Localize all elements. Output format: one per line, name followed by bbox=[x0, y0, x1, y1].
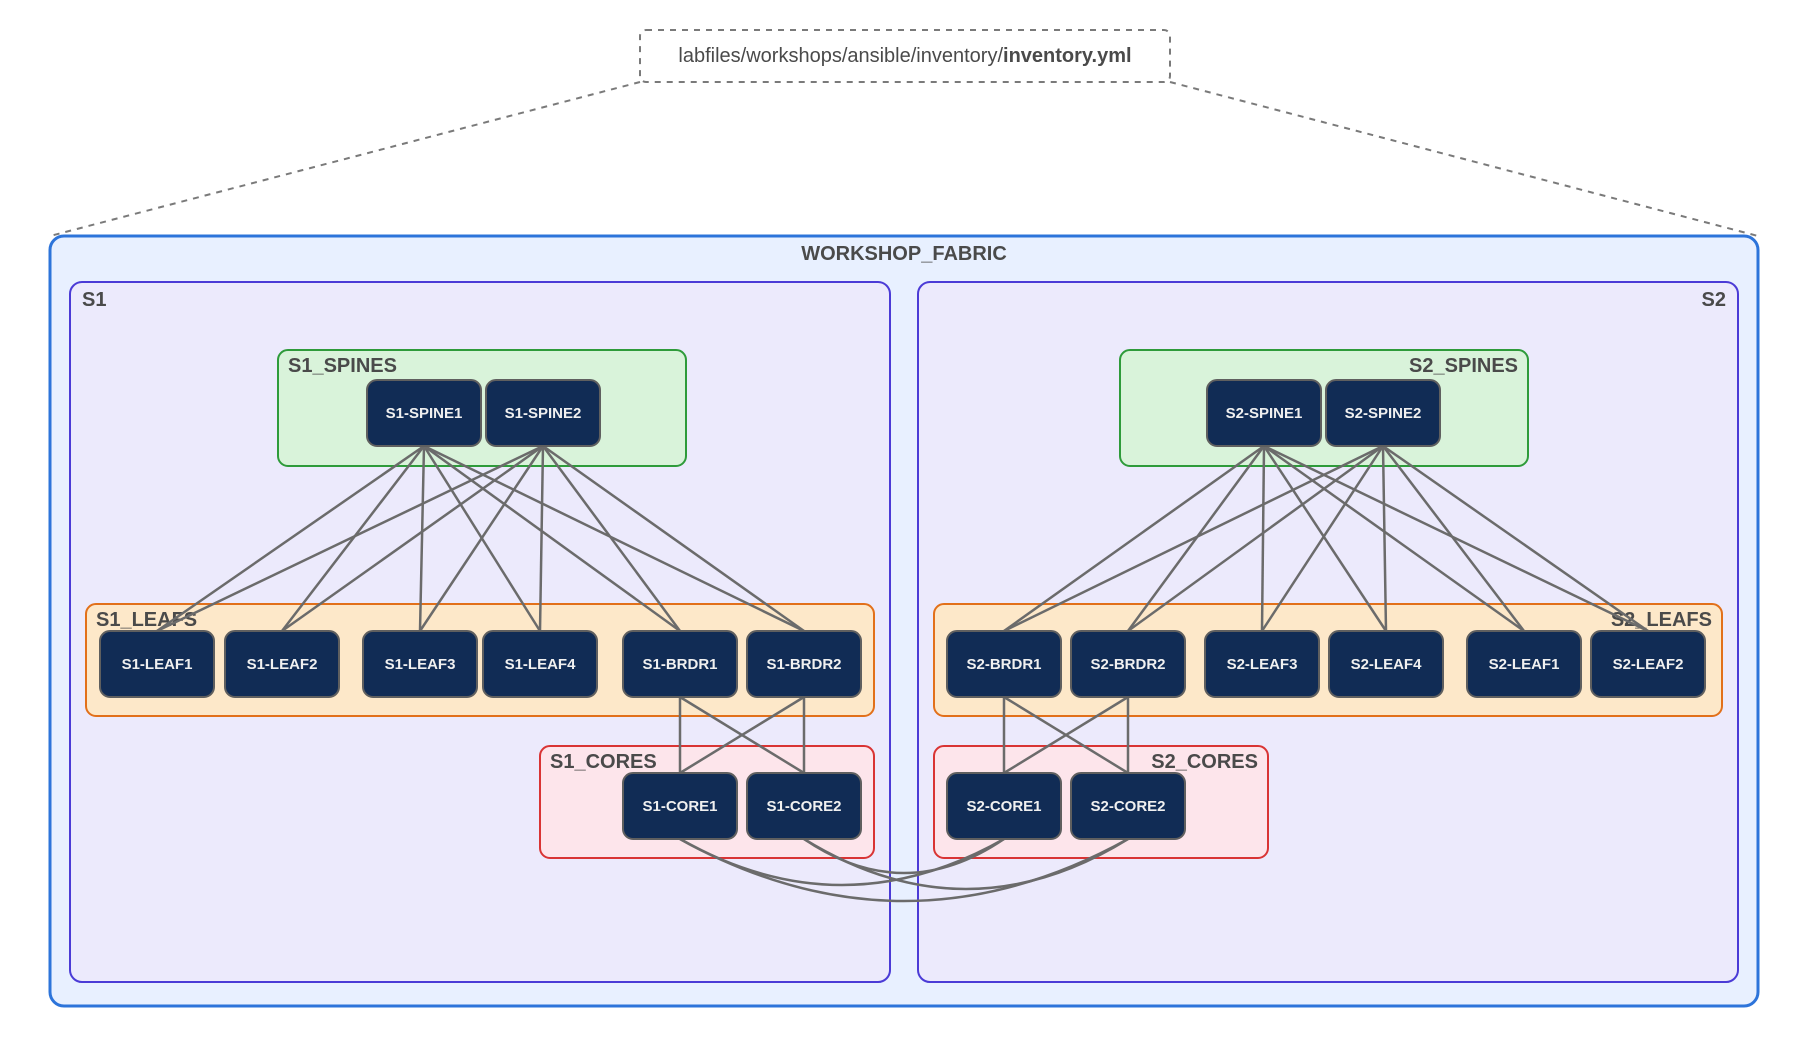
inventory-path-prefix: labfiles/workshops/ansible/inventory/ bbox=[678, 45, 1003, 67]
inventory-path-file: inventory.yml bbox=[1003, 45, 1132, 67]
node-label-s2-leaf1: S2-LEAF1 bbox=[1489, 656, 1560, 673]
node-label-s2-core2: S2-CORE2 bbox=[1090, 798, 1165, 815]
node-label-s2-brdr2: S2-BRDR2 bbox=[1090, 656, 1165, 673]
dashed-line-right bbox=[1170, 82, 1758, 236]
node-label-s1-leaf4: S1-LEAF4 bbox=[505, 656, 577, 673]
node-label-s1-leaf3: S1-LEAF3 bbox=[385, 656, 456, 673]
node-label-s1-brdr1: S1-BRDR1 bbox=[642, 656, 717, 673]
node-label-s2-spine1: S2-SPINE1 bbox=[1226, 405, 1303, 422]
node-label-s1-core2: S1-CORE2 bbox=[766, 798, 841, 815]
node-label-s2-brdr1: S2-BRDR1 bbox=[966, 656, 1041, 673]
node-label-s2-leaf2: S2-LEAF2 bbox=[1613, 656, 1684, 673]
s1-spines-label: S1_SPINES bbox=[288, 355, 397, 377]
node-label-s1-spine2: S1-SPINE2 bbox=[505, 405, 582, 422]
node-label-s2-leaf3: S2-LEAF3 bbox=[1227, 656, 1298, 673]
node-label-s1-leaf2: S1-LEAF2 bbox=[247, 656, 318, 673]
node-label-s2-spine2: S2-SPINE2 bbox=[1345, 405, 1422, 422]
node-label-s2-core1: S2-CORE1 bbox=[966, 798, 1041, 815]
node-label-s2-leaf4: S2-LEAF4 bbox=[1351, 656, 1423, 673]
node-label-s1-spine1: S1-SPINE1 bbox=[386, 405, 463, 422]
diagram-canvas: WORKSHOP_FABRIC S1S2S1_SPINESS1_LEAFSS1_… bbox=[0, 0, 1800, 1040]
s2-spines-label: S2_SPINES bbox=[1409, 355, 1518, 377]
node-label-s1-brdr2: S1-BRDR2 bbox=[766, 656, 841, 673]
site-s2-label: S2 bbox=[1702, 289, 1726, 311]
s1-cores-label: S1_CORES bbox=[550, 751, 657, 773]
fabric-label: WORKSHOP_FABRIC bbox=[801, 243, 1007, 265]
inventory-file-path: labfiles/workshops/ansible/inventory/inv… bbox=[678, 45, 1131, 67]
node-label-s1-core1: S1-CORE1 bbox=[642, 798, 717, 815]
site-s1-label: S1 bbox=[82, 289, 106, 311]
s2-cores-label: S2_CORES bbox=[1151, 751, 1258, 773]
dashed-line-left bbox=[50, 82, 640, 236]
node-label-s1-leaf1: S1-LEAF1 bbox=[122, 656, 193, 673]
